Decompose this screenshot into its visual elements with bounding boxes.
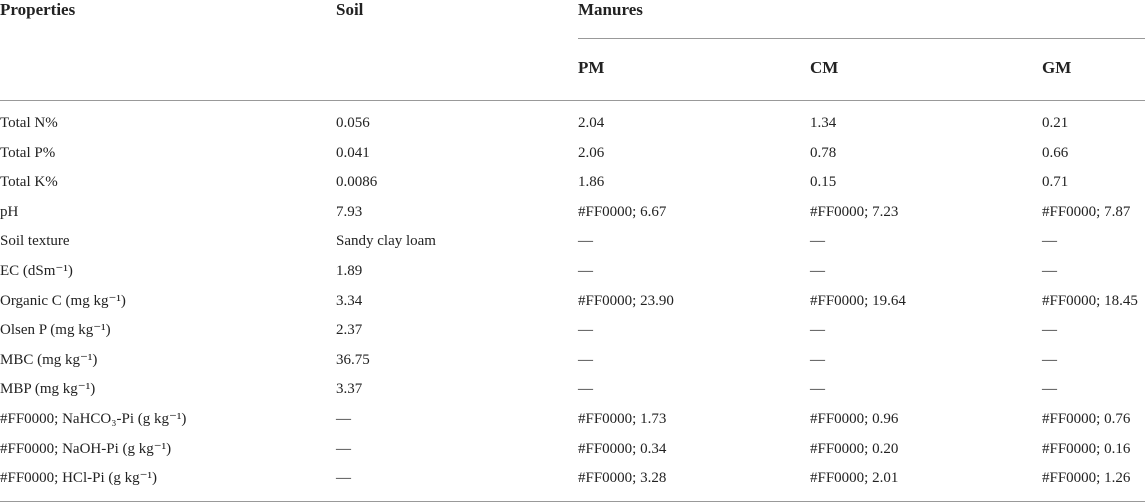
table-cell: #FF0000; 0.16 (1042, 440, 1131, 457)
table-cell: — (336, 411, 351, 427)
table-cell: — (1042, 351, 1057, 368)
table-cell: 0.71 (1042, 174, 1069, 191)
table-cell: 36.75 (336, 351, 370, 368)
table-cell: #FF0000; 2.01 (810, 470, 899, 487)
manures-rule (578, 38, 1145, 39)
table-cell: #FF0000; 7.23 (810, 203, 899, 220)
table-cell: — (578, 263, 593, 279)
header-cell: Soil (336, 0, 364, 19)
table-cell: Organic C (mg kg⁻¹) (0, 292, 126, 309)
table-cell: #FF0000; 23.90 (578, 292, 674, 309)
table-cell: — (810, 233, 825, 250)
table-cell: #FF0000; 3.28 (578, 470, 667, 487)
table-cell: 0.21 (1042, 115, 1069, 131)
table-cell: Total P% (0, 144, 56, 161)
table-cell: #FF0000; 19.64 (810, 292, 906, 309)
table-cell: — (810, 351, 825, 368)
header-cell: GM (1042, 58, 1072, 77)
table-cell: — (336, 440, 351, 457)
table-cell: #FF0000; 0.96 (810, 411, 899, 427)
table-cell: MBP (mg kg⁻¹) (0, 381, 96, 398)
table-cell: Olsen P (mg kg⁻¹) (0, 322, 111, 339)
table-cell: 0.056 (336, 115, 370, 131)
table-cell: MBC (mg kg⁻¹) (0, 351, 98, 368)
table-cell: — (810, 322, 825, 339)
table-cell: #FF0000; 7.87 (1042, 203, 1131, 220)
table-cell: 1.86 (578, 174, 605, 191)
table-cell: 2.04 (578, 115, 605, 131)
table-cell: 0.66 (1042, 144, 1069, 161)
table-cell: #FF0000; 1.26 (1042, 470, 1131, 487)
table-cell: — (336, 470, 351, 487)
table-cell: 0.15 (810, 174, 837, 191)
table-cell: #FF0000; 0.34 (578, 440, 667, 457)
table-cell: pH (0, 203, 19, 220)
table-cell: — (810, 263, 825, 279)
table-cell: #FF0000; HCl-Pi (g kg⁻¹) (0, 470, 158, 487)
table-cell: — (578, 381, 593, 398)
table-cell: Total K% (0, 174, 58, 191)
header-cell: Manures (578, 0, 643, 19)
bottom-rule (0, 501, 1145, 502)
table-cell: — (1042, 233, 1057, 250)
table-cell: Total N% (0, 115, 58, 131)
table-cell: — (1042, 322, 1057, 339)
table-cell: #FF0000; 0.76 (1042, 411, 1131, 427)
table-cell: 2.06 (578, 144, 605, 161)
header-cell: Properties (0, 0, 76, 19)
table-cell: #FF0000; 1.73 (578, 411, 667, 427)
table-cell: 0.0086 (336, 174, 378, 191)
table-cell: — (578, 351, 593, 368)
header-cell: PM (578, 58, 605, 77)
table-cell: #FF0000; 0.20 (810, 440, 899, 457)
table-cell: Soil texture (0, 233, 70, 250)
table-cell: 1.34 (810, 115, 837, 131)
header-rule (0, 100, 1145, 101)
table-cell: 2.37 (336, 322, 363, 339)
table-cell: 1.89 (336, 263, 363, 279)
table-cell: — (810, 381, 825, 398)
table-cell: — (1042, 263, 1057, 279)
table-cell: — (578, 233, 593, 250)
table-cell: #FF0000; 18.45 (1042, 292, 1138, 309)
header-cell: CM (810, 58, 839, 77)
table-cell: Sandy clay loam (336, 233, 436, 250)
table-cell: #FF0000; 6.67 (578, 203, 667, 220)
table-cell: 3.34 (336, 292, 363, 309)
table-cell: EC (dSm⁻¹) (0, 263, 73, 279)
table-cell: #FF0000; NaOH-Pi (g kg⁻¹) (0, 440, 172, 457)
table-cell: 0.78 (810, 144, 837, 161)
table-cell: — (1042, 381, 1057, 398)
table-cell: #FF0000; NaHCO₃-Pi (g kg⁻¹) (0, 411, 187, 427)
table-cell: 7.93 (336, 203, 363, 220)
table-cell: 0.041 (336, 144, 370, 161)
table-cell: 3.37 (336, 381, 363, 398)
table-cell: — (578, 322, 593, 339)
